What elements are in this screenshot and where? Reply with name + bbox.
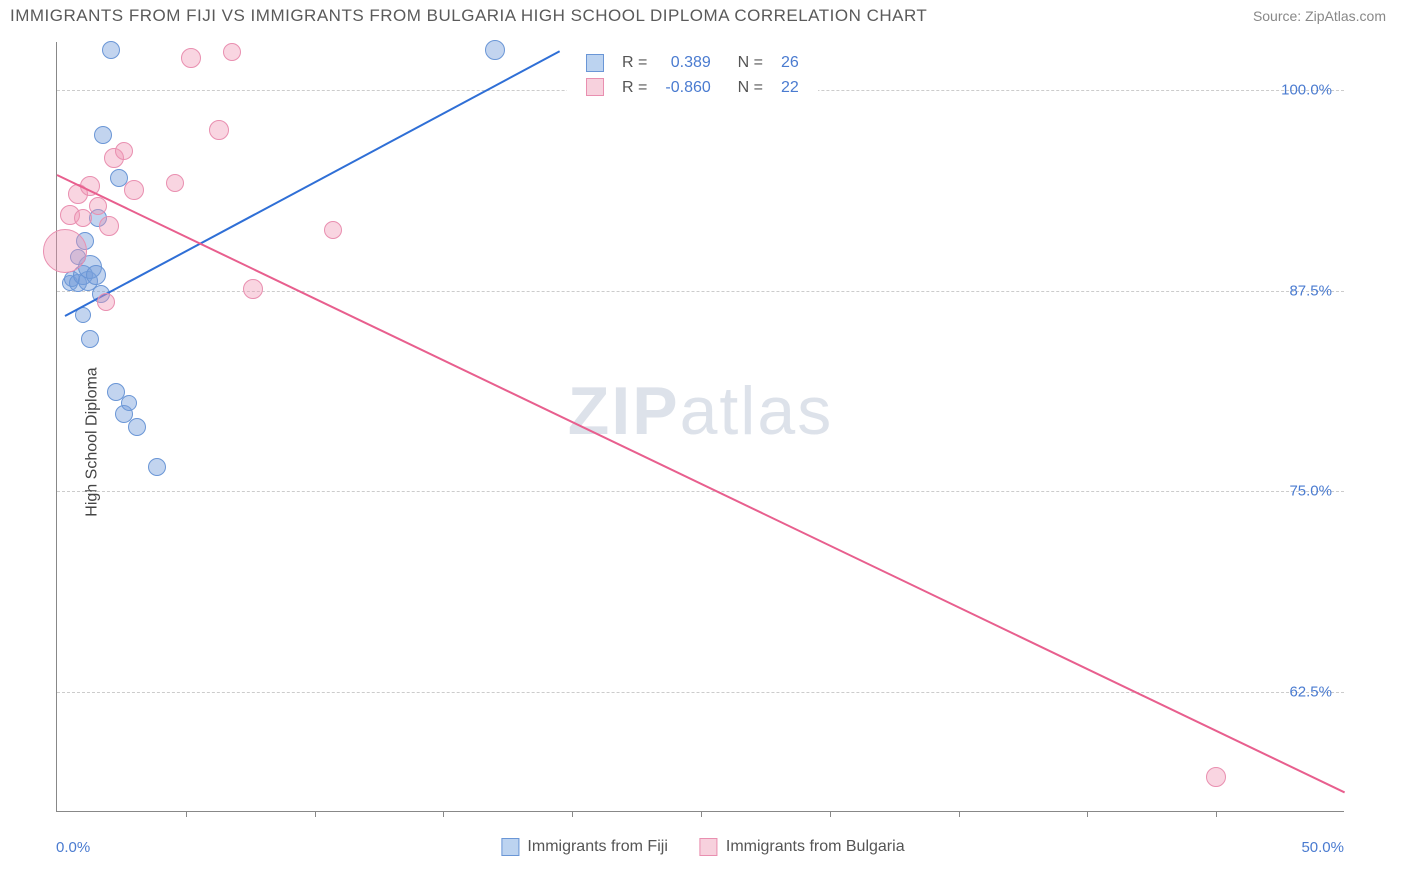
gridline-v <box>186 811 187 817</box>
data-point <box>209 120 229 140</box>
data-point <box>102 41 120 59</box>
data-point <box>485 40 505 60</box>
gridline-v <box>315 811 316 817</box>
title-bar: IMMIGRANTS FROM FIJI VS IMMIGRANTS FROM … <box>0 0 1406 32</box>
data-point <box>121 395 137 411</box>
data-point <box>148 458 166 476</box>
trend-line <box>57 174 1346 793</box>
gridline-v <box>830 42 831 811</box>
data-point <box>86 265 106 285</box>
legend-label-fiji: Immigrants from Fiji <box>527 838 667 856</box>
legend-bottom: Immigrants from Fiji Immigrants from Bul… <box>501 838 904 856</box>
data-point <box>97 293 115 311</box>
y-tick-label: 75.0% <box>1289 483 1332 500</box>
plot-area: ZIPatlas 62.5%75.0%87.5%100.0%R =0.389 N… <box>56 42 1344 812</box>
legend-swatch-fiji <box>501 838 519 856</box>
data-point <box>181 48 201 68</box>
legend-swatch <box>586 78 604 96</box>
legend-top: R =0.389 N =26 R =-0.860 N =22 <box>567 45 818 105</box>
legend-label-bulgaria: Immigrants from Bulgaria <box>726 838 905 856</box>
legend-r-label: R = <box>614 52 655 74</box>
gridline-v <box>701 811 702 817</box>
data-point <box>74 209 92 227</box>
legend-item-bulgaria: Immigrants from Bulgaria <box>700 838 905 856</box>
legend-n-label: N = <box>721 76 771 98</box>
legend-item-fiji: Immigrants from Fiji <box>501 838 667 856</box>
data-point <box>124 180 144 200</box>
data-point <box>99 216 119 236</box>
data-point <box>243 279 263 299</box>
x-tick-left: 0.0% <box>56 839 90 856</box>
chart-container: High School Diploma ZIPatlas 62.5%75.0%8… <box>10 32 1396 852</box>
legend-n-value: 22 <box>773 76 807 98</box>
gridline-v <box>572 811 573 817</box>
y-tick-label: 100.0% <box>1281 82 1332 99</box>
data-point <box>81 330 99 348</box>
data-point <box>128 418 146 436</box>
gridline-v <box>959 811 960 817</box>
gridline-v <box>1216 42 1217 811</box>
source-label: Source: ZipAtlas.com <box>1253 8 1386 24</box>
gridline-v <box>830 811 831 817</box>
data-point <box>43 229 87 273</box>
gridline-v <box>1087 811 1088 817</box>
data-point <box>324 221 342 239</box>
y-tick-label: 87.5% <box>1289 282 1332 299</box>
legend-n-value: 26 <box>773 52 807 74</box>
gridline-v <box>1023 42 1024 811</box>
legend-n-label: N = <box>721 52 771 74</box>
gridline-h <box>57 491 1344 492</box>
gridline-v <box>443 42 444 811</box>
legend-r-value: 0.389 <box>657 52 718 74</box>
gridline-v <box>443 811 444 817</box>
legend-swatch <box>586 54 604 72</box>
gridline-h <box>57 692 1344 693</box>
chart-title: IMMIGRANTS FROM FIJI VS IMMIGRANTS FROM … <box>10 6 927 26</box>
data-point <box>166 174 184 192</box>
data-point <box>115 142 133 160</box>
data-point <box>1206 767 1226 787</box>
gridline-v <box>637 42 638 811</box>
data-point <box>223 43 241 61</box>
legend-r-label: R = <box>614 76 655 98</box>
x-tick-right: 50.0% <box>1301 839 1344 856</box>
y-tick-label: 62.5% <box>1289 683 1332 700</box>
legend-swatch-bulgaria <box>700 838 718 856</box>
data-point <box>94 126 112 144</box>
legend-r-value: -0.860 <box>657 76 718 98</box>
gridline-v <box>1216 811 1217 817</box>
